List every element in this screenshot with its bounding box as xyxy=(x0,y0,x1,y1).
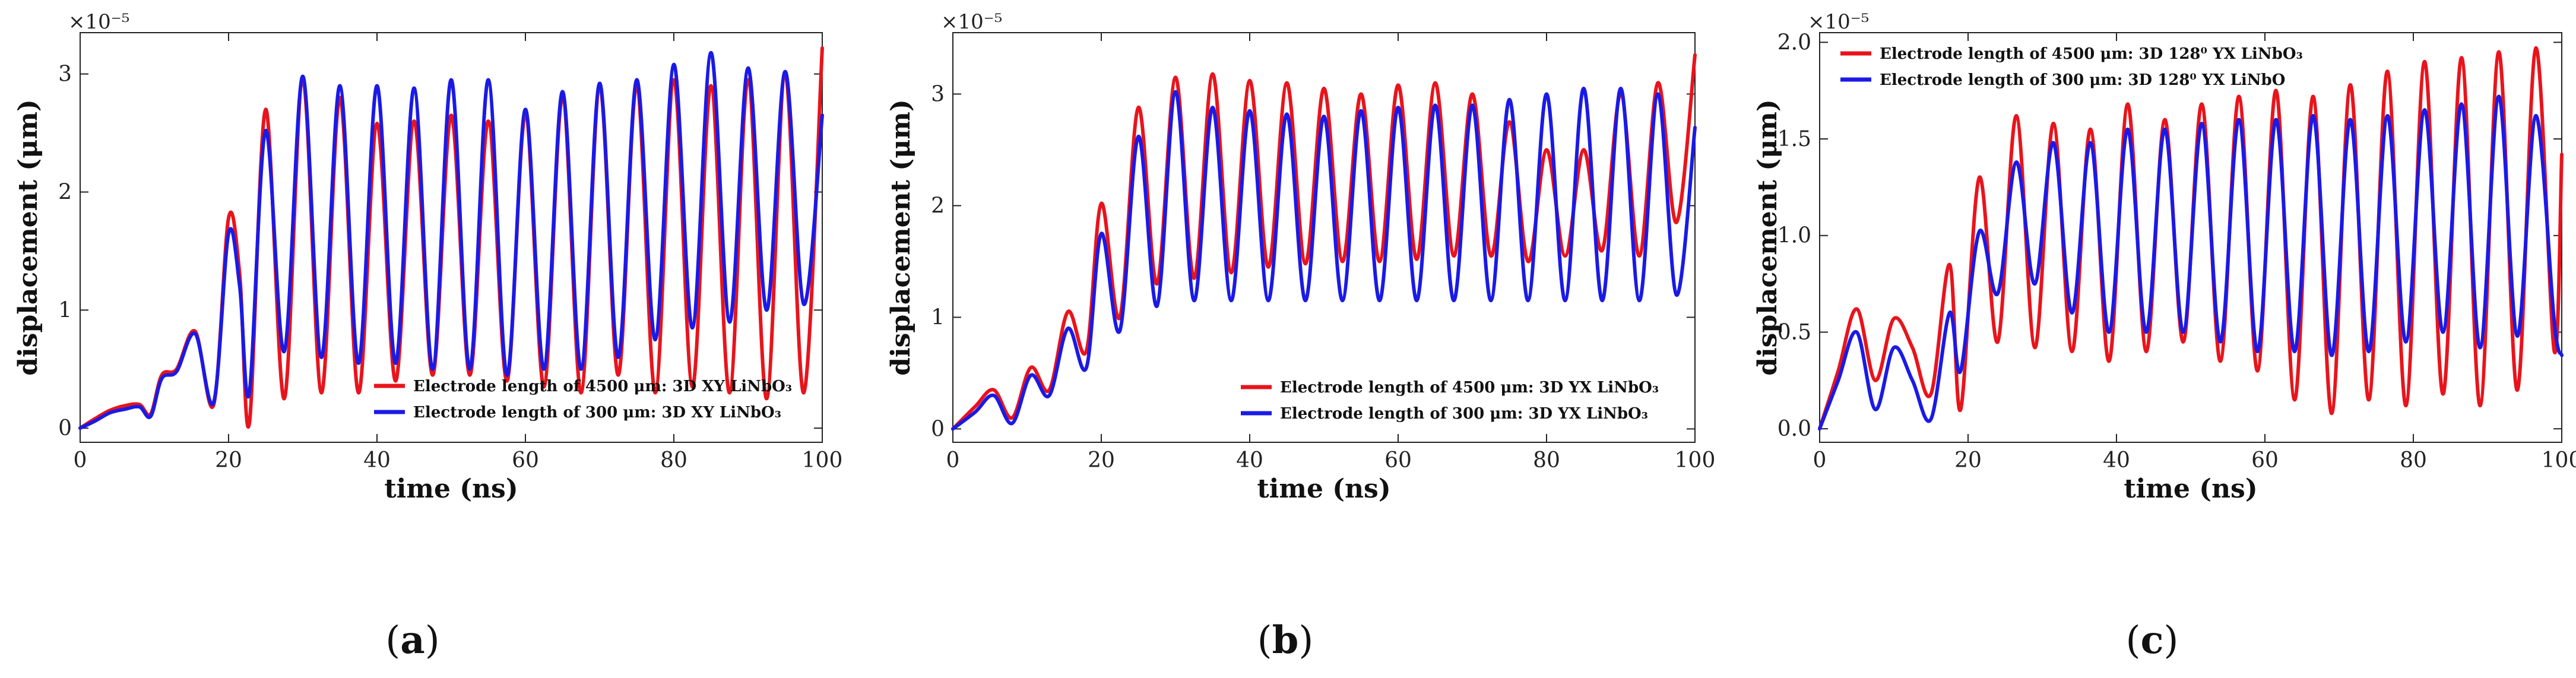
x-tick-label-c-1: 20 xyxy=(1954,448,1982,473)
x-tick-label-b-2: 40 xyxy=(1236,448,1263,473)
x-tick-label-b-4: 80 xyxy=(1533,448,1560,473)
panel-caption-a: (a) xyxy=(385,618,439,663)
x-tick-label-b-1: 20 xyxy=(1088,448,1115,473)
y-exponent-label-a: ×10⁻⁵ xyxy=(68,10,129,34)
panel-caption-letter-c: c xyxy=(2141,618,2164,663)
x-axis-label-a: time (ns) xyxy=(384,474,518,504)
ticks-c: 0 20 40 60 80 100 0.0 0.5 1.0 1.5 2.0 xyxy=(1777,30,2576,473)
legend-entry-300-a: Electrode length of 300 μm: 3D XY LiNbO₃ xyxy=(413,404,781,422)
series-lines-a xyxy=(78,46,824,430)
legend-entry-300-b: Electrode length of 300 μm: 3D YX LiNbO₃ xyxy=(1280,405,1648,423)
x-tick-label-c-3: 60 xyxy=(2251,448,2279,473)
legend-entry-4500-c: Electrode length of 4500 μm: 3D 128⁰ YX … xyxy=(1880,45,2303,63)
panel-c: ×10⁻⁵ 0 20 40 60 80 100 0.0 0.5 1.0 1.5 2.0 time (… xyxy=(1753,10,2576,663)
series-line-c-4500um xyxy=(1818,46,2564,431)
plot-frame-c xyxy=(1819,32,2562,443)
y-tick-label-c-0: 0.0 xyxy=(1777,417,1811,441)
legend-c: Electrode length of 4500 μm: 3D 128⁰ YX … xyxy=(1840,45,2303,89)
y-tick-label-a-2: 2 xyxy=(58,180,72,204)
x-tick-label-c-2: 40 xyxy=(2103,448,2130,473)
series-lines-c xyxy=(1818,46,2564,431)
plot-frame-a xyxy=(80,32,823,443)
panel-caption-letter-a: a xyxy=(400,618,424,663)
legend-entry-4500-a: Electrode length of 4500 μm: 3D XY LiNbO… xyxy=(413,378,792,395)
y-tick-label-b-0: 0 xyxy=(931,417,945,441)
y-tick-label-c-4: 2.0 xyxy=(1777,30,1811,55)
x-tick-label-b-3: 60 xyxy=(1384,448,1412,473)
y-tick-label-b-1: 1 xyxy=(931,305,945,330)
series-line-a-300um xyxy=(78,50,824,430)
x-tick-label-b-5: 100 xyxy=(1675,448,1716,473)
y-axis-label-a: displacement (μm) xyxy=(13,99,43,376)
legend-entry-300-c: Electrode length of 300 μm: 3D 128⁰ YX L… xyxy=(1880,71,2285,89)
y-tick-label-b-2: 2 xyxy=(931,194,945,218)
panel-a: ×10⁻⁵ 0 20 40 60 80 100 0 1 2 3 time (ns) displac… xyxy=(13,10,842,663)
series-line-a-4500um xyxy=(78,46,824,430)
x-tick-label-a-4: 80 xyxy=(660,448,687,473)
y-exponent-label-c: ×10⁻⁵ xyxy=(1808,10,1869,34)
plot-frame-b xyxy=(952,32,1696,443)
x-tick-label-a-5: 100 xyxy=(802,448,843,473)
legend-entry-4500-b: Electrode length of 4500 μm: 3D YX LiNbO… xyxy=(1280,379,1659,397)
y-tick-label-a-3: 3 xyxy=(58,62,72,87)
x-tick-label-a-2: 40 xyxy=(363,448,391,473)
panel-caption-letter-b: b xyxy=(1272,618,1299,663)
x-tick-label-c-4: 80 xyxy=(2400,448,2427,473)
series-line-b-300um xyxy=(951,87,1697,431)
series-line-c-300um xyxy=(1818,94,2564,431)
y-tick-label-a-0: 0 xyxy=(58,416,72,441)
y-axis-label-b: displacement (μm) xyxy=(886,99,916,376)
x-tick-label-a-3: 60 xyxy=(512,448,539,473)
y-tick-label-a-1: 1 xyxy=(58,298,72,322)
y-tick-label-b-3: 3 xyxy=(931,82,945,106)
y-tick-label-c-2: 1.0 xyxy=(1777,224,1811,248)
legend-b: Electrode length of 4500 μm: 3D YX LiNbO… xyxy=(1241,379,1659,423)
y-tick-label-c-3: 1.5 xyxy=(1777,127,1811,151)
panel-b: ×10⁻⁵ 0 20 40 60 80 100 0 1 2 3 time (ns) displac… xyxy=(886,10,1715,663)
x-tick-label-c-0: 0 xyxy=(1813,448,1827,473)
ticks-b: 0 20 40 60 80 100 0 1 2 3 xyxy=(931,33,1715,473)
series-line-b-4500um xyxy=(951,53,1697,431)
ticks-a: 0 20 40 60 80 100 0 1 2 3 xyxy=(58,33,842,473)
x-axis-label-b: time (ns) xyxy=(1257,474,1390,504)
panel-caption-b: (b) xyxy=(1257,618,1314,663)
x-tick-label-a-1: 20 xyxy=(215,448,242,473)
y-tick-label-c-1: 0.5 xyxy=(1777,320,1811,344)
x-axis-label-c: time (ns) xyxy=(2124,474,2257,504)
x-tick-label-b-0: 0 xyxy=(946,448,960,473)
x-tick-label-a-0: 0 xyxy=(74,448,87,473)
series-lines-b xyxy=(951,53,1697,431)
x-tick-label-c-5: 100 xyxy=(2542,448,2576,473)
legend-a: Electrode length of 4500 μm: 3D XY LiNbO… xyxy=(374,378,792,422)
y-exponent-label-b: ×10⁻⁵ xyxy=(941,10,1002,34)
y-axis-label-c: displacement (μm) xyxy=(1753,99,1783,376)
panel-caption-c: (c) xyxy=(2126,618,2179,663)
